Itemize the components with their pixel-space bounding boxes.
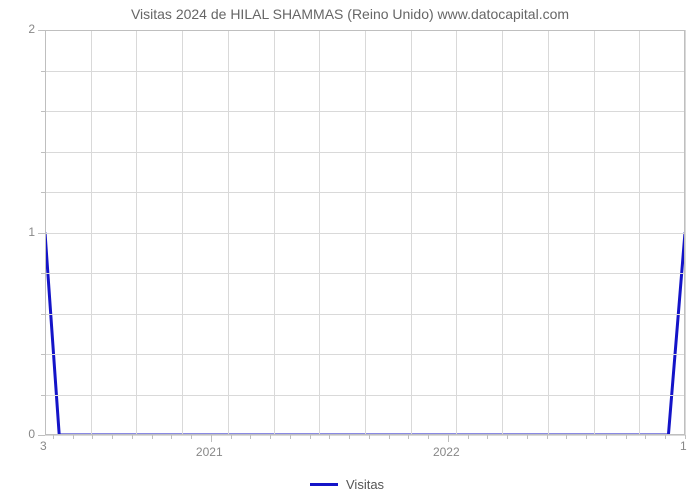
value-annotation: 3 [40,439,47,453]
chart-title: Visitas 2024 de HILAL SHAMMAS (Reino Uni… [0,6,700,22]
x-tick-label: 2021 [196,445,223,459]
chart-container: Visitas 2024 de HILAL SHAMMAS (Reino Uni… [0,0,700,500]
x-tick-label: 2022 [433,445,460,459]
legend-swatch [310,483,338,486]
y-tick-label: 1 [28,225,35,239]
y-tick-label: 0 [28,427,35,441]
plot-area [45,30,685,435]
legend-label: Visitas [346,477,384,492]
value-annotation: 1 [680,439,687,453]
legend: Visitas [310,477,384,492]
y-tick-label: 2 [28,22,35,36]
